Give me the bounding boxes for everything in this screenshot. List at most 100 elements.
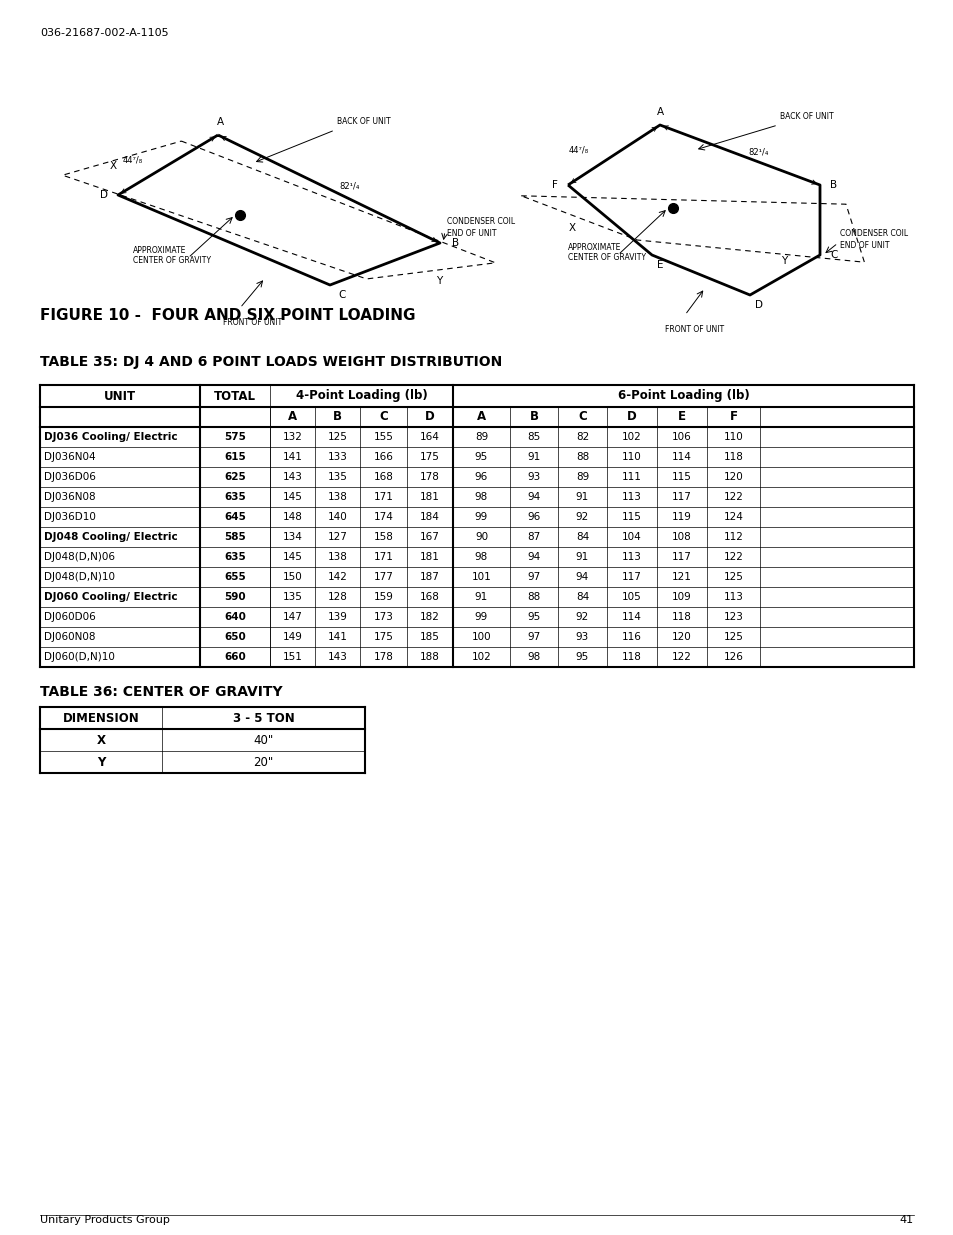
Text: 122: 122	[722, 492, 742, 501]
Text: CENTER OF GRAVITY: CENTER OF GRAVITY	[132, 256, 211, 266]
Text: DJ048(D,N)06: DJ048(D,N)06	[44, 552, 115, 562]
Text: 95: 95	[527, 613, 540, 622]
Text: 655: 655	[224, 572, 246, 582]
Text: UNIT: UNIT	[104, 389, 136, 403]
Text: 159: 159	[374, 592, 393, 601]
Text: 99: 99	[475, 513, 488, 522]
Text: D: D	[754, 300, 762, 310]
Text: END OF UNIT: END OF UNIT	[840, 241, 888, 249]
Text: 635: 635	[224, 492, 246, 501]
Text: 184: 184	[419, 513, 439, 522]
Text: 173: 173	[374, 613, 393, 622]
Text: 127: 127	[327, 532, 347, 542]
Text: 111: 111	[621, 472, 641, 482]
Text: APPROXIMATE: APPROXIMATE	[132, 246, 186, 254]
Text: 164: 164	[419, 432, 439, 442]
Text: 125: 125	[327, 432, 347, 442]
Text: 93: 93	[527, 472, 540, 482]
Text: 82: 82	[576, 432, 589, 442]
Text: 87: 87	[527, 532, 540, 542]
Text: TABLE 35: DJ 4 AND 6 POINT LOADS WEIGHT DISTRIBUTION: TABLE 35: DJ 4 AND 6 POINT LOADS WEIGHT …	[40, 354, 501, 369]
Text: DJ036D06: DJ036D06	[44, 472, 95, 482]
Text: 132: 132	[282, 432, 302, 442]
Text: 82¹/₄: 82¹/₄	[747, 147, 767, 157]
Text: DJ060D06: DJ060D06	[44, 613, 95, 622]
Text: 113: 113	[621, 552, 641, 562]
Text: 141: 141	[327, 632, 347, 642]
Text: 98: 98	[475, 492, 488, 501]
Text: 575: 575	[224, 432, 246, 442]
Text: 148: 148	[282, 513, 302, 522]
Text: 96: 96	[527, 513, 540, 522]
Text: E: E	[657, 261, 662, 270]
Text: 126: 126	[722, 652, 742, 662]
Text: 116: 116	[621, 632, 641, 642]
Text: DJ048(D,N)10: DJ048(D,N)10	[44, 572, 115, 582]
Text: A: A	[656, 107, 663, 117]
Text: 123: 123	[722, 613, 742, 622]
Text: 84: 84	[576, 592, 589, 601]
Text: 113: 113	[722, 592, 742, 601]
Text: 82¹/₄: 82¹/₄	[338, 182, 359, 190]
Text: 125: 125	[722, 572, 742, 582]
Text: 124: 124	[722, 513, 742, 522]
Text: 117: 117	[671, 552, 691, 562]
Text: 138: 138	[327, 552, 347, 562]
Text: 41: 41	[899, 1215, 913, 1225]
Text: 114: 114	[621, 613, 641, 622]
Text: 143: 143	[282, 472, 302, 482]
Text: 115: 115	[671, 472, 691, 482]
Text: 100: 100	[471, 632, 491, 642]
Text: 175: 175	[374, 632, 393, 642]
Text: 89: 89	[475, 432, 488, 442]
Text: 145: 145	[282, 492, 302, 501]
Text: 95: 95	[576, 652, 589, 662]
Text: 140: 140	[327, 513, 347, 522]
Text: 90: 90	[475, 532, 488, 542]
Text: 174: 174	[374, 513, 393, 522]
Text: 94: 94	[527, 492, 540, 501]
Text: 98: 98	[527, 652, 540, 662]
Text: 143: 143	[327, 652, 347, 662]
Text: 149: 149	[282, 632, 302, 642]
Text: 44⁷/₈: 44⁷/₈	[123, 156, 143, 164]
Text: 135: 135	[327, 472, 347, 482]
Text: 645: 645	[224, 513, 246, 522]
Text: DJ036N04: DJ036N04	[44, 452, 95, 462]
Text: 95: 95	[475, 452, 488, 462]
Text: 122: 122	[722, 552, 742, 562]
Text: B: B	[452, 238, 458, 248]
Text: 158: 158	[374, 532, 393, 542]
Text: 125: 125	[722, 632, 742, 642]
Text: 104: 104	[621, 532, 641, 542]
Text: DJ060(D,N)10: DJ060(D,N)10	[44, 652, 114, 662]
Text: 119: 119	[671, 513, 691, 522]
Text: 44⁷/₈: 44⁷/₈	[568, 146, 588, 154]
Text: DJ060N08: DJ060N08	[44, 632, 95, 642]
Text: FIGURE 10 -  FOUR AND SIX POINT LOADING: FIGURE 10 - FOUR AND SIX POINT LOADING	[40, 308, 416, 324]
Text: 122: 122	[671, 652, 691, 662]
Text: 168: 168	[419, 592, 439, 601]
Text: APPROXIMATE: APPROXIMATE	[567, 243, 620, 252]
Text: 151: 151	[282, 652, 302, 662]
Text: 96: 96	[475, 472, 488, 482]
Text: 178: 178	[419, 472, 439, 482]
Text: FRONT OF UNIT: FRONT OF UNIT	[664, 325, 723, 333]
Text: FRONT OF UNIT: FRONT OF UNIT	[223, 317, 282, 327]
Text: 150: 150	[282, 572, 302, 582]
Text: 181: 181	[419, 552, 439, 562]
Text: B: B	[333, 410, 341, 424]
Text: 89: 89	[576, 472, 589, 482]
Text: 155: 155	[374, 432, 393, 442]
Text: 117: 117	[671, 492, 691, 501]
Text: 120: 120	[723, 472, 742, 482]
Text: 635: 635	[224, 552, 246, 562]
Text: 105: 105	[621, 592, 641, 601]
Text: 4-Point Loading (lb): 4-Point Loading (lb)	[295, 389, 427, 403]
Text: E: E	[678, 410, 685, 424]
Text: 109: 109	[672, 592, 691, 601]
Text: 113: 113	[621, 492, 641, 501]
Text: BACK OF UNIT: BACK OF UNIT	[336, 117, 390, 126]
Text: 88: 88	[527, 592, 540, 601]
Text: 91: 91	[576, 492, 589, 501]
